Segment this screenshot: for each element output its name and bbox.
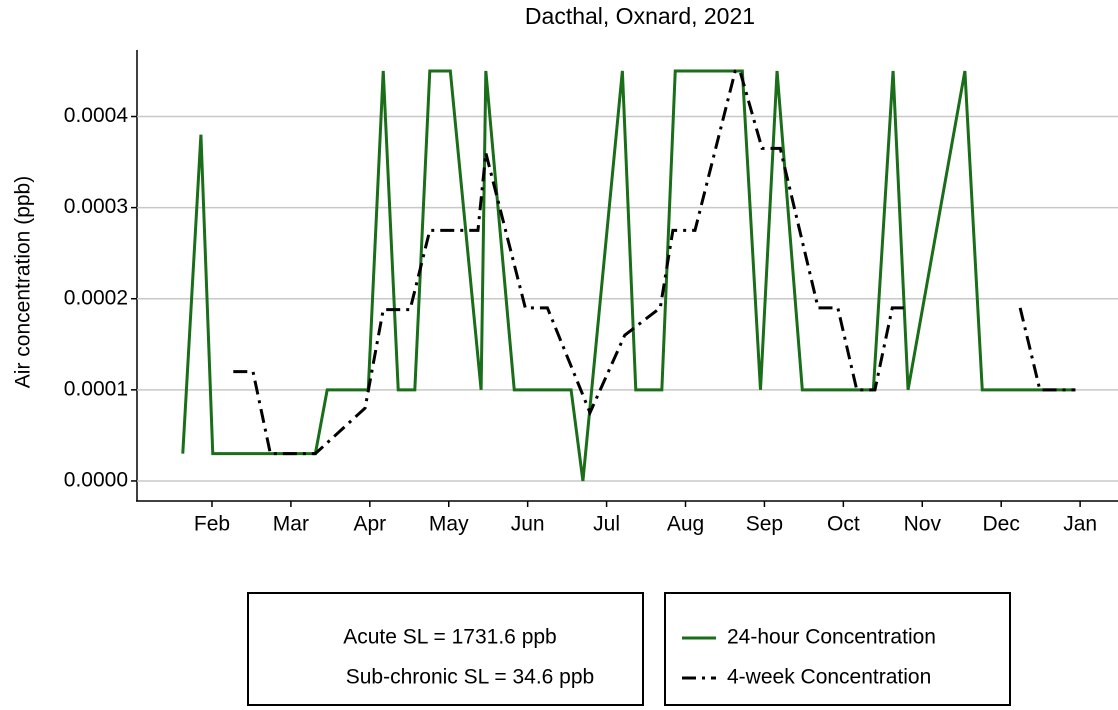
x-tick-label: Jun [511, 513, 545, 536]
legend-label: 4-week Concentration [727, 666, 931, 689]
x-tick-label: Sep [746, 513, 783, 536]
x-tick-label: Aug [667, 513, 704, 536]
x-tick-label: Dec [983, 513, 1020, 536]
annotation: Sub-chronic SL = 34.6 ppb [346, 666, 594, 689]
y-tick-label: 0.0002 [64, 286, 128, 309]
y-tick-label: 0.0004 [64, 104, 129, 127]
x-tick-label: Apr [353, 513, 386, 536]
series-line [181, 69, 1076, 482]
x-tick-label: Mar [273, 513, 309, 536]
annotation-box [247, 592, 644, 706]
x-tick-label: Feb [194, 513, 230, 536]
y-tick-label: 0.0001 [64, 377, 128, 400]
x-tick-label: Nov [904, 513, 942, 536]
legend-label: 24-hour Concentration [727, 626, 936, 649]
y-axis-label: Air concentration (ppb) [12, 176, 35, 388]
x-tick-label: Jan [1063, 513, 1097, 536]
series-line [233, 69, 1076, 456]
legend-box [664, 592, 1011, 706]
y-tick-label: 0.0000 [64, 469, 128, 492]
x-tick-label: Jul [593, 513, 620, 536]
chart-title: Dacthal, Oxnard, 2021 [525, 3, 755, 29]
y-tick-label: 0.0003 [64, 195, 128, 218]
x-tick-label: Oct [827, 513, 860, 536]
annotation: Acute SL = 1731.6 ppb [343, 626, 556, 649]
x-tick-label: May [429, 513, 469, 536]
